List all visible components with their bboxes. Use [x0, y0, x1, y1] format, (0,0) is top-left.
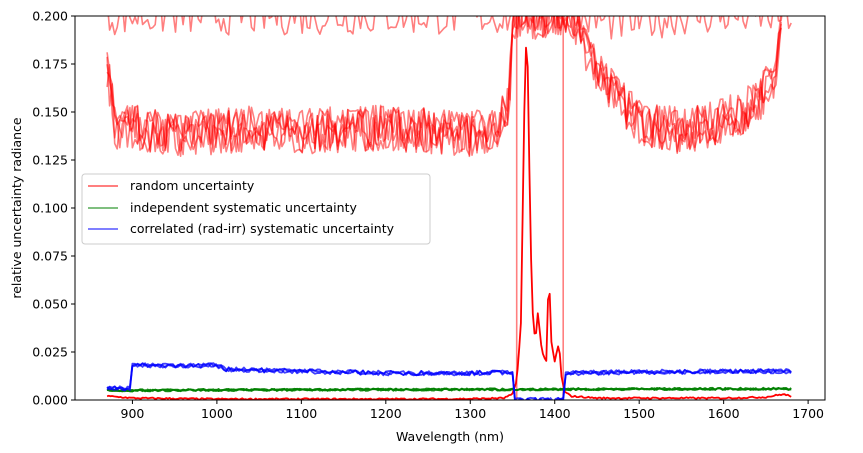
legend: random uncertainty independent systemati…: [81, 173, 431, 245]
series-2-trace-2: [106, 386, 792, 393]
series-0-upper-trace: [107, 16, 792, 40]
series-layer: [106, 16, 792, 400]
series-0-trace-2: [106, 16, 782, 157]
series-3-trace-2: [106, 362, 792, 400]
x-tick-label: 1100: [285, 406, 317, 421]
series-0-trace-4: [106, 16, 782, 156]
y-tick-label: 0.200: [32, 9, 68, 24]
legend-label-correlated: correlated (rad-irr) systematic uncertai…: [130, 221, 395, 236]
x-tick-label: 1700: [792, 406, 824, 421]
x-tick-label: 1200: [370, 406, 402, 421]
y-tick-label: 0.150: [32, 105, 68, 120]
y-axis-ticks: 0.000 0.025 0.050 0.075 0.100 0.125 0.150 0.175…: [32, 9, 75, 408]
y-tick-label: 0.175: [32, 57, 68, 72]
legend-label-random: random uncertainty: [130, 178, 255, 193]
y-tick-label: 0.075: [32, 249, 68, 264]
y-tick-label: 0.000: [32, 393, 68, 408]
x-tick-label: 1500: [623, 406, 655, 421]
y-tick-label: 0.100: [32, 201, 68, 216]
x-tick-label: 1400: [539, 406, 571, 421]
x-tick-label: 1000: [201, 406, 233, 421]
y-tick-label: 0.125: [32, 153, 68, 168]
legend-label-independent: independent systematic uncertainty: [130, 200, 357, 215]
x-tick-label: 900: [121, 406, 145, 421]
x-tick-label: 1300: [454, 406, 486, 421]
y-tick-label: 0.050: [32, 297, 68, 312]
legend-box: [81, 173, 431, 245]
y-axis-label: relative uncertainty radiance: [9, 117, 24, 299]
x-axis-ticks: 900 1000 1100 1200 1300 1400 1500 1600 1700: [121, 400, 824, 421]
y-tick-label: 0.025: [32, 345, 68, 360]
x-tick-label: 1600: [708, 406, 740, 421]
x-axis-label: Wavelength (nm): [396, 429, 504, 444]
